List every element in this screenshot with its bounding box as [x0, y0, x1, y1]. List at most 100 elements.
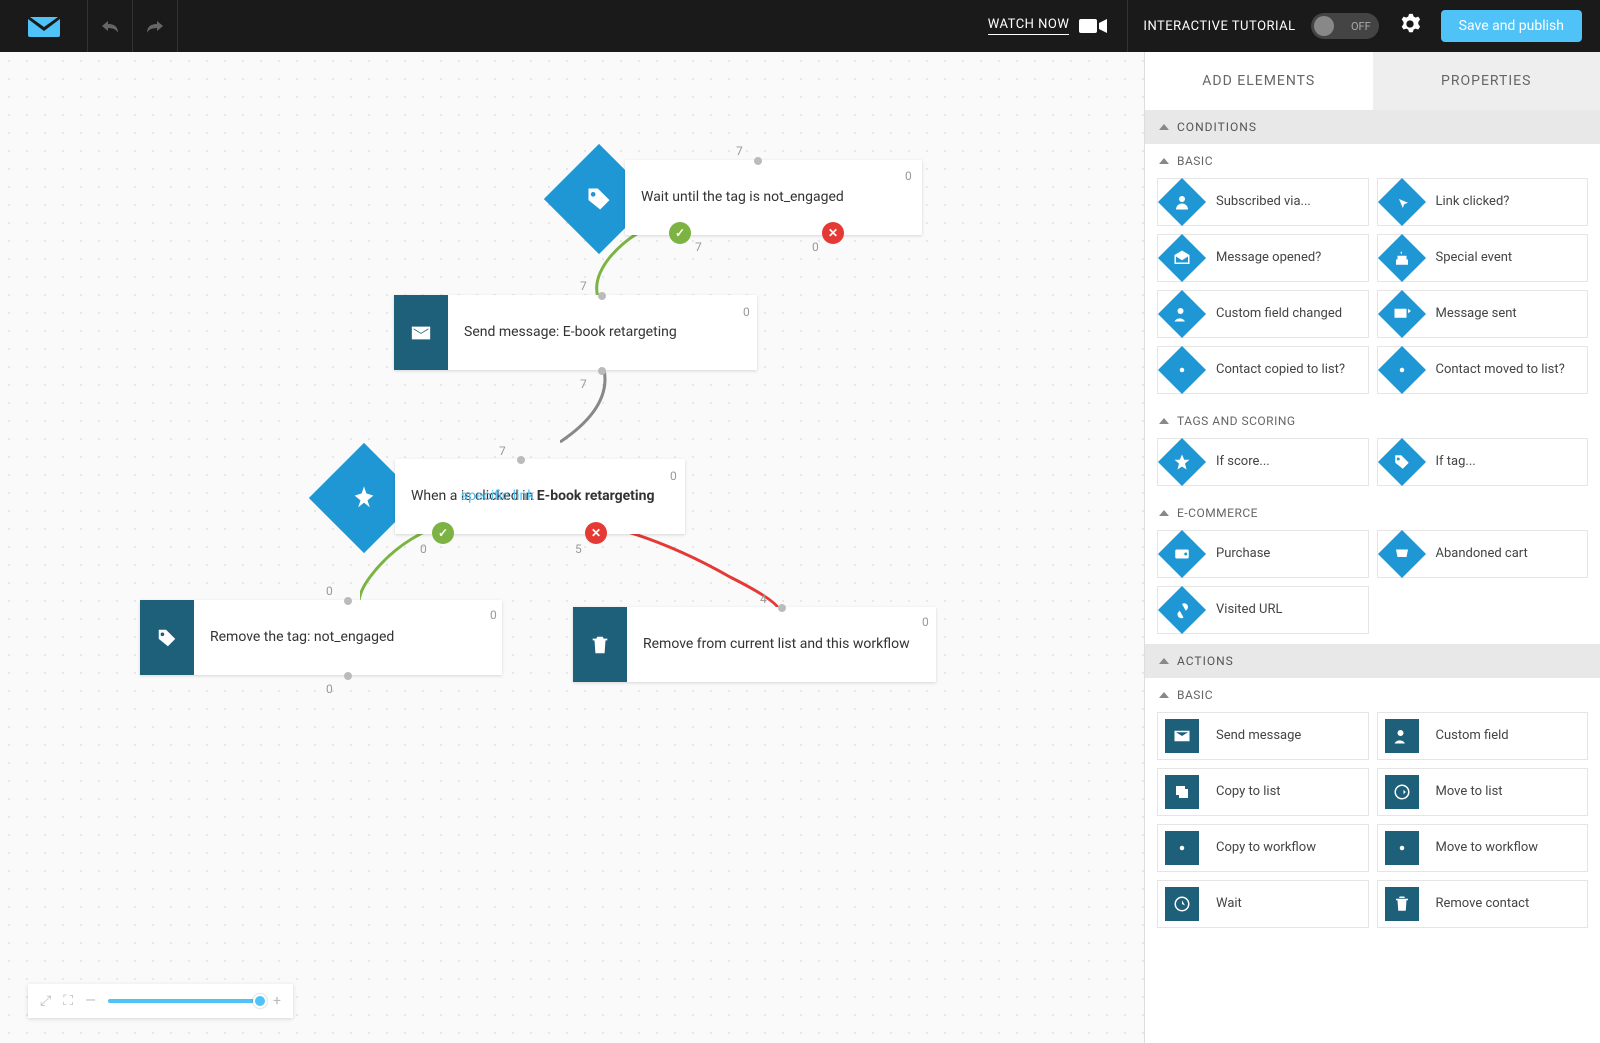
- cond-special-event[interactable]: Special event: [1377, 234, 1589, 282]
- node-send-message[interactable]: Send message: E-book retargeting: [394, 295, 757, 370]
- cond-message-sent[interactable]: Message sent: [1377, 290, 1589, 338]
- act-copy-workflow[interactable]: Copy to workflow: [1157, 824, 1369, 872]
- cond-message-opened[interactable]: Message opened?: [1157, 234, 1369, 282]
- tab-properties[interactable]: PROPERTIES: [1373, 52, 1600, 110]
- act-wait[interactable]: Wait: [1157, 880, 1369, 928]
- cond-if-tag[interactable]: If tag...: [1377, 438, 1589, 486]
- no-badge: ✕: [822, 222, 844, 244]
- connector-dot: [598, 367, 606, 375]
- gear-icon: [1165, 831, 1199, 865]
- subsection-tags[interactable]: TAGS AND SCORING: [1145, 404, 1600, 438]
- act-copy-list[interactable]: Copy to list: [1157, 768, 1369, 816]
- expand-icon[interactable]: ⛶: [63, 993, 73, 1009]
- zoom-out-button[interactable]: —: [85, 993, 96, 1009]
- slider-knob[interactable]: [253, 994, 267, 1008]
- count: 7: [695, 240, 702, 254]
- cond-abandoned-cart[interactable]: Abandoned cart: [1377, 530, 1589, 578]
- node-wait-tag[interactable]: Wait until the tag is not_engaged: [625, 160, 922, 235]
- user-edit-icon: [1158, 290, 1206, 338]
- act-remove-contact[interactable]: Remove contact: [1377, 880, 1589, 928]
- cond-contact-moved[interactable]: Contact moved to list?: [1377, 346, 1589, 394]
- count: 5: [575, 542, 582, 556]
- star-icon: [1158, 438, 1206, 486]
- count: 0: [490, 608, 497, 622]
- connector-dot: [517, 456, 525, 464]
- connector-dot: [344, 672, 352, 680]
- tab-add-elements[interactable]: ADD ELEMENTS: [1145, 52, 1373, 110]
- click-icon: [1377, 178, 1425, 226]
- trash-icon: [1385, 887, 1419, 921]
- yes-badge: ✓: [432, 522, 454, 544]
- cond-purchase[interactable]: Purchase: [1157, 530, 1369, 578]
- yes-badge: ✓: [669, 222, 691, 244]
- gear-icon: [1377, 346, 1425, 394]
- count: 7: [580, 279, 587, 293]
- sidebar-tabs: ADD ELEMENTS PROPERTIES: [1145, 52, 1600, 110]
- subsection-ecommerce[interactable]: E-COMMERCE: [1145, 496, 1600, 530]
- connector-dot: [778, 604, 786, 612]
- topbar: WATCH NOW INTERACTIVE TUTORIAL OFF Save …: [0, 0, 1600, 52]
- node-remove-list[interactable]: Remove from current list and this workfl…: [573, 607, 936, 682]
- mail-open-icon: [1158, 234, 1206, 282]
- save-publish-button[interactable]: Save and publish: [1441, 10, 1582, 42]
- connector-dot: [754, 157, 762, 165]
- gear-icon: [1158, 346, 1206, 394]
- fit-icon[interactable]: ⤢: [40, 993, 51, 1009]
- act-custom-field[interactable]: Custom field: [1377, 712, 1589, 760]
- workflow-canvas[interactable]: Wait until the tag is not_engaged 7 0 ✓ …: [0, 52, 1144, 1043]
- count: 0: [812, 240, 819, 254]
- section-conditions[interactable]: CONDITIONS: [1145, 110, 1600, 144]
- cond-contact-copied[interactable]: Contact copied to list?: [1157, 346, 1369, 394]
- cake-icon: [1377, 234, 1425, 282]
- cond-subscribed[interactable]: Subscribed via...: [1157, 178, 1369, 226]
- zoom-in-button[interactable]: +: [273, 993, 281, 1009]
- redo-button[interactable]: [133, 0, 178, 52]
- collapse-icon: [1159, 418, 1169, 424]
- collapse-icon: [1159, 692, 1169, 698]
- mail-icon: [394, 295, 448, 370]
- undo-button[interactable]: [88, 0, 133, 52]
- tutorial-toggle[interactable]: OFF: [1311, 13, 1379, 39]
- watch-now-button[interactable]: WATCH NOW: [968, 17, 1128, 35]
- clock-icon: [1165, 887, 1199, 921]
- camera-icon: [1079, 17, 1107, 35]
- subsection-basic[interactable]: BASIC: [1145, 144, 1600, 178]
- section-actions[interactable]: ACTIONS: [1145, 644, 1600, 678]
- toggle-knob: [1314, 16, 1334, 36]
- subsection-actions-basic[interactable]: BASIC: [1145, 678, 1600, 712]
- link-icon: [1158, 586, 1206, 634]
- cond-link-clicked[interactable]: Link clicked?: [1377, 178, 1589, 226]
- tag-icon: [140, 600, 194, 675]
- gear-icon: [1399, 13, 1421, 35]
- node-wait-tag-text: Wait until the tag is not_engaged: [625, 160, 860, 235]
- node-remove-list-text: Remove from current list and this workfl…: [627, 607, 926, 682]
- move-icon: [1385, 775, 1419, 809]
- act-move-list[interactable]: Move to list: [1377, 768, 1589, 816]
- user-field-icon: [1385, 719, 1419, 753]
- count: 7: [580, 377, 587, 391]
- node-remove-tag-text: Remove the tag: not_engaged: [194, 600, 410, 675]
- collapse-icon: [1159, 658, 1169, 664]
- count: 7: [736, 144, 743, 158]
- collapse-icon: [1159, 158, 1169, 164]
- trash-icon: [573, 607, 627, 682]
- user-icon: [1158, 178, 1206, 226]
- node-remove-tag[interactable]: Remove the tag: not_engaged: [140, 600, 502, 675]
- no-badge: ✕: [585, 522, 607, 544]
- mail-sent-icon: [1377, 290, 1425, 338]
- app-logo[interactable]: [0, 0, 88, 52]
- act-move-workflow[interactable]: Move to workflow: [1377, 824, 1589, 872]
- gear-icon: [1385, 831, 1419, 865]
- count: 0: [420, 542, 427, 556]
- cond-if-score[interactable]: If score...: [1157, 438, 1369, 486]
- count: 0: [922, 615, 929, 629]
- cond-custom-field[interactable]: Custom field changed: [1157, 290, 1369, 338]
- cond-visited-url[interactable]: Visited URL: [1157, 586, 1369, 634]
- act-send-message[interactable]: Send message: [1157, 712, 1369, 760]
- specific-link[interactable]: specific link: [461, 487, 534, 507]
- count: 4: [760, 592, 767, 606]
- main: Wait until the tag is not_engaged 7 0 ✓ …: [0, 52, 1600, 1043]
- settings-button[interactable]: [1379, 13, 1441, 39]
- collapse-icon: [1159, 510, 1169, 516]
- zoom-slider[interactable]: [108, 999, 261, 1003]
